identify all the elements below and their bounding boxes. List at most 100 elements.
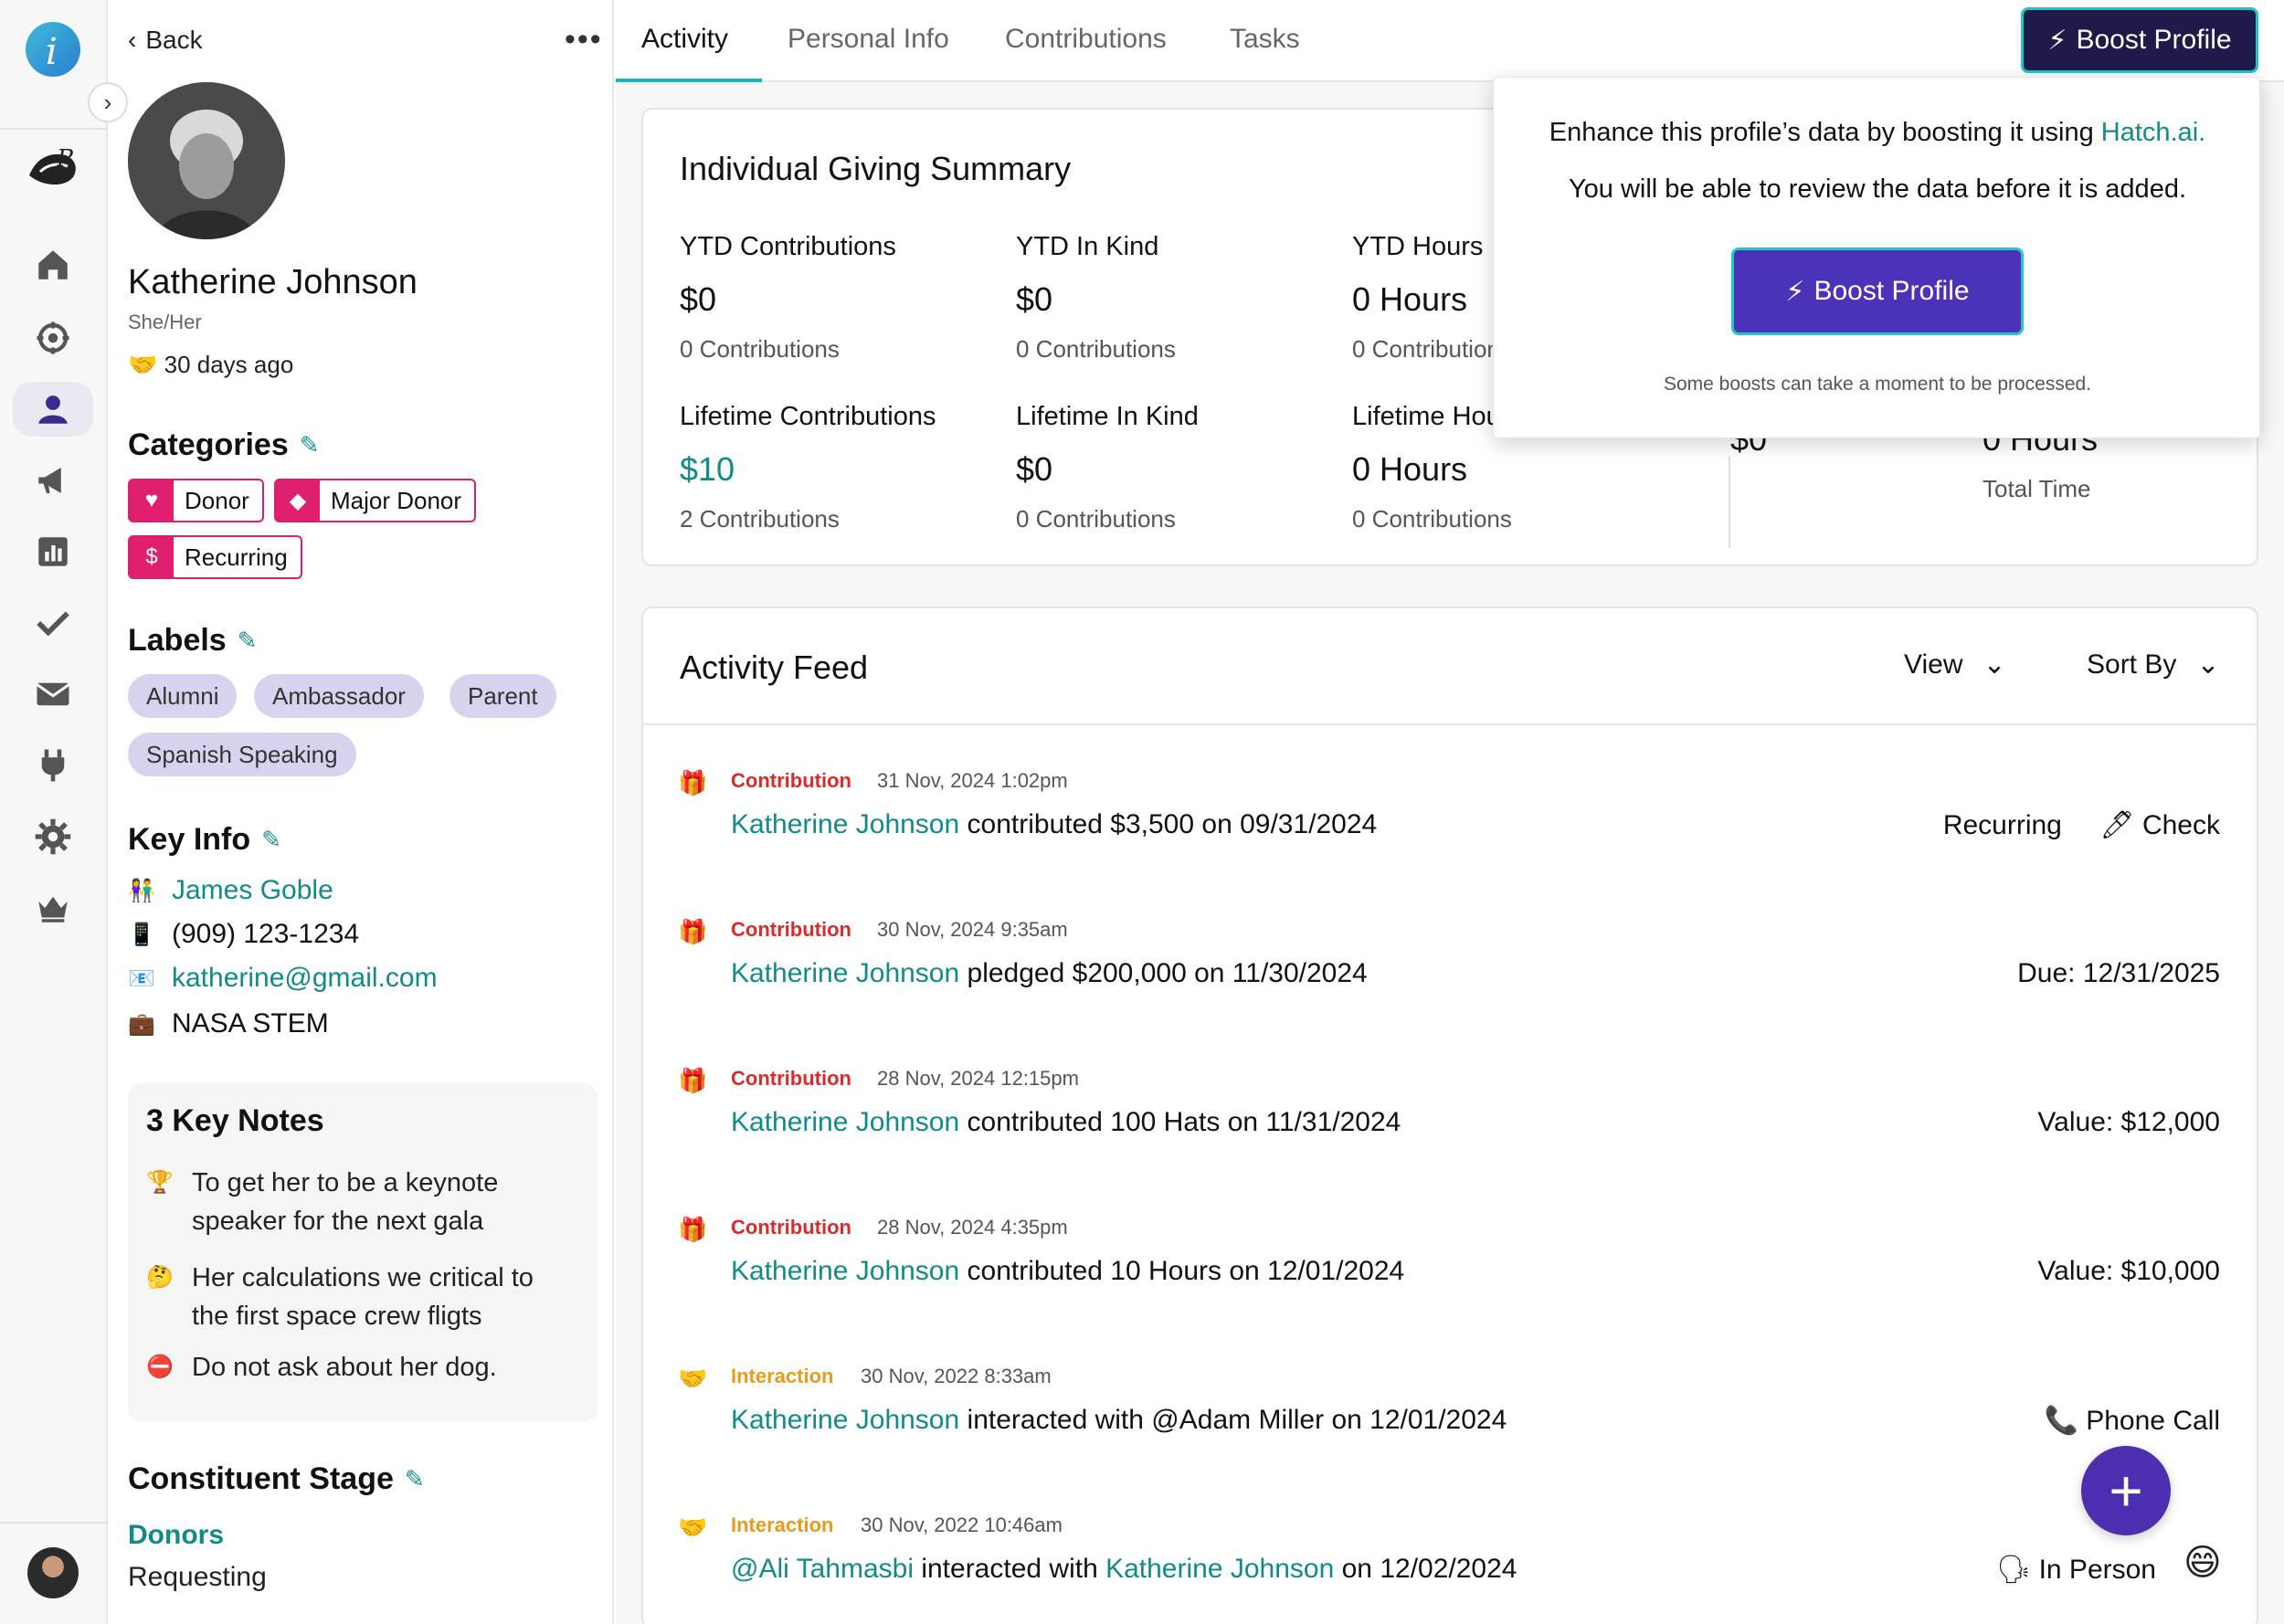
view-dropdown[interactable]: View ⌄ (1904, 649, 2006, 680)
settings-gear-icon[interactable] (13, 809, 93, 864)
diamond-icon: ◆ (276, 480, 320, 521)
key-notes-card: 3 Key Notes 🏆 To get her to be a keynote … (128, 1083, 597, 1421)
boost-popover-subtext: You will be able to review the data befo… (1568, 174, 2187, 204)
people-icon[interactable] (13, 382, 93, 437)
stat-divider (1729, 457, 1730, 548)
activity-feed-card: Activity Feed View ⌄ Sort By ⌄ 🎁 Contribut… (641, 606, 2258, 1624)
edit-pencil-icon[interactable]: ✎ (299, 431, 320, 459)
stage-group: Donors (128, 1520, 224, 1550)
envelope-icon: 📧 (128, 965, 155, 991)
user-avatar[interactable] (27, 1547, 79, 1598)
person-link[interactable]: Katherine Johnson (1105, 1554, 1335, 1584)
labels-heading: Labels ✎ (128, 623, 258, 658)
crown-icon[interactable] (13, 881, 93, 935)
person-link[interactable]: Katherine Johnson (731, 1256, 960, 1286)
feed-item-detail: Recurring 🖊 Check (1942, 810, 2220, 840)
feed-item-detail: 📞 Phone Call (2044, 1406, 2220, 1436)
category-chip-major-donor[interactable]: ◆ Major Donor (274, 479, 477, 522)
category-chip-donor[interactable]: ♥ Donor (128, 479, 264, 522)
lightning-icon: ⚡ (2047, 25, 2067, 56)
person-link[interactable]: Katherine Johnson (731, 1405, 960, 1435)
handshake-icon: 🤝 (678, 1365, 708, 1392)
tab-bar: Activity Personal Info Contributions Tas… (616, 0, 2284, 82)
expand-sidebar-chevron-icon[interactable]: › (88, 82, 128, 122)
trophy-icon: 🏆 (146, 1170, 174, 1195)
home-icon[interactable] (13, 237, 93, 292)
gift-icon: 🎁 (678, 1216, 708, 1243)
org-logo-icon[interactable]: R (24, 139, 84, 192)
person-link[interactable]: Katherine Johnson (731, 958, 960, 988)
constituent-stage-heading: Constituent Stage ✎ (128, 1461, 425, 1496)
app-logo[interactable]: i (26, 22, 80, 77)
label-pill[interactable]: Spanish Speaking (128, 733, 356, 776)
thinking-face-icon: 🤔 (146, 1265, 174, 1290)
tab-tasks[interactable]: Tasks (1230, 24, 1300, 54)
label-pill[interactable]: Parent (449, 674, 556, 718)
tab-personal-info[interactable]: Personal Info (788, 24, 949, 54)
person-link[interactable]: Katherine Johnson (731, 1107, 960, 1137)
edit-pencil-icon[interactable]: ✎ (261, 826, 281, 853)
no-entry-icon: ⛔ (146, 1355, 174, 1379)
key-note: 🤔 Her calculations we critical to the fir… (146, 1259, 576, 1335)
add-fab-button[interactable]: + (2081, 1446, 2171, 1535)
more-options-icon[interactable]: ••• (565, 22, 603, 57)
stat-lifetime-contributions: Lifetime Contributions $10 2 Contributions (680, 402, 936, 533)
label-pill[interactable]: Ambassador (254, 674, 424, 718)
mail-icon[interactable] (13, 667, 93, 722)
key-note: ⛔ Do not ask about her dog. (146, 1348, 576, 1387)
rail-divider (0, 128, 108, 130)
lightning-icon: ⚡ (1785, 276, 1805, 307)
rail-divider (0, 1522, 108, 1524)
tab-activity[interactable]: Activity (641, 24, 729, 54)
feed-item-detail: Value: $10,000 (2037, 1256, 2220, 1286)
tab-contributions[interactable]: Contributions (1005, 24, 1167, 54)
profile-name: Katherine Johnson (128, 263, 418, 301)
category-chip-recurring[interactable]: $ Recurring (128, 535, 302, 579)
boost-profile-confirm-button[interactable]: ⚡ Boost Profile (1731, 248, 2024, 335)
stat-ytd-in-kind: YTD In Kind $0 0 Contributions (1016, 232, 1176, 363)
back-button[interactable]: ‹ Back (128, 26, 203, 54)
svg-text:R: R (56, 145, 75, 173)
stat-lifetime-in-kind: Lifetime In Kind $0 0 Contributions (1016, 402, 1199, 533)
key-info-email: 📧 katherine@gmail.com (128, 963, 438, 993)
categories-heading: Categories ✎ (128, 427, 320, 462)
handshake-icon: 🤝 (678, 1513, 708, 1541)
key-info-heading: Key Info ✎ (128, 822, 281, 857)
person-link[interactable]: @Ali Tahmasbi (731, 1554, 914, 1584)
boost-profile-button[interactable]: ⚡ Boost Profile (2021, 7, 2258, 73)
sort-by-dropdown[interactable]: Sort By ⌄ (2087, 649, 2220, 680)
activity-feed-title: Activity Feed (680, 649, 869, 686)
feed-item[interactable]: 🎁 Contribution 30 Nov, 2024 9:35am Kathe… (678, 918, 2220, 988)
megaphone-icon[interactable] (13, 453, 93, 508)
integrations-icon[interactable] (13, 311, 93, 365)
feed-item[interactable]: 🤝 Interaction 30 Nov, 2022 8:33am Kather… (678, 1365, 2220, 1436)
feed-item[interactable]: 🤝 Interaction 30 Nov, 2022 10:46am @Ali … (678, 1513, 2156, 1585)
feed-item[interactable]: 🎁 Contribution 28 Nov, 2024 4:35pm Kathe… (678, 1216, 2220, 1286)
chevron-left-icon: ‹ (128, 26, 137, 54)
feed-item[interactable]: 🎁 Contribution 31 Nov, 2024 1:02pm Kathe… (678, 769, 2220, 840)
key-info-relation: 👫 James Goble (128, 875, 333, 905)
reports-icon[interactable] (13, 524, 93, 579)
label-pill[interactable]: Alumni (128, 674, 238, 718)
key-note: 🏆 To get her to be a keynote speaker for … (146, 1164, 576, 1240)
recurring-dollar-icon: $ (130, 537, 174, 577)
check-icon[interactable] (13, 596, 93, 650)
app-rail: i R (0, 0, 108, 1624)
hatch-ai-link[interactable]: Hatch.ai. (2100, 118, 2206, 147)
boost-popover: Enhance this profile’s data by boosting … (1493, 77, 2260, 438)
feed-item[interactable]: 🎁 Contribution 28 Nov, 2024 12:15pm Kath… (678, 1067, 2220, 1137)
chevron-down-icon: ⌄ (1983, 649, 2006, 680)
edit-pencil-icon[interactable]: ✎ (237, 627, 258, 654)
stat-ytd-hours: YTD Hours 0 Hours 0 Contributions (1352, 232, 1512, 363)
plugin-icon[interactable] (13, 738, 93, 793)
stat-ytd-contributions: YTD Contributions $0 0 Contributions (680, 232, 896, 363)
hand-heart-icon: ♥ (130, 480, 174, 521)
handshake-icon: 🤝 (128, 351, 158, 378)
edit-pencil-icon[interactable]: ✎ (404, 1465, 425, 1492)
smiley-face-icon[interactable]: 😄 (2184, 1543, 2222, 1583)
briefcase-icon: 💼 (128, 1011, 155, 1037)
profile-panel: ‹ Back ••• Katherine Johnson She/Her 🤝 30… (110, 0, 614, 1624)
person-link[interactable]: Katherine Johnson (731, 809, 960, 839)
chevron-down-icon: ⌄ (2196, 649, 2220, 680)
feed-divider (643, 723, 2257, 725)
